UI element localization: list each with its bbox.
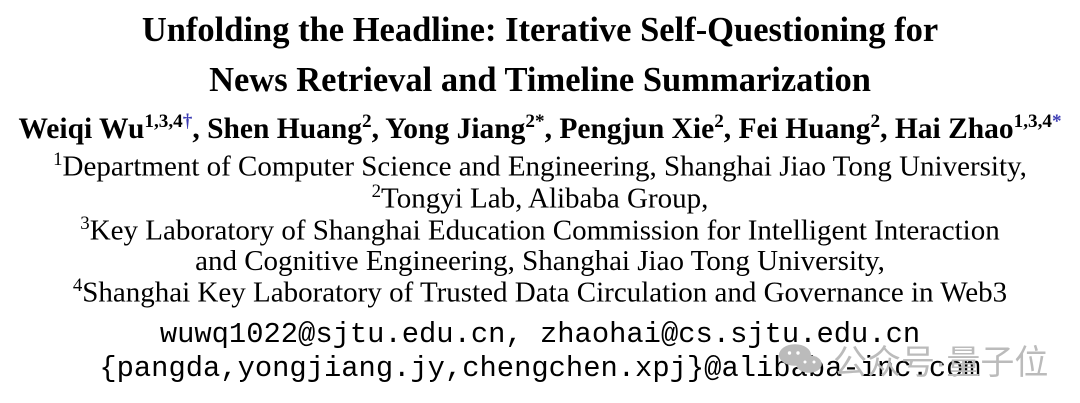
svg-text:公众号·量子位: 公众号·量子位 bbox=[833, 344, 1048, 382]
